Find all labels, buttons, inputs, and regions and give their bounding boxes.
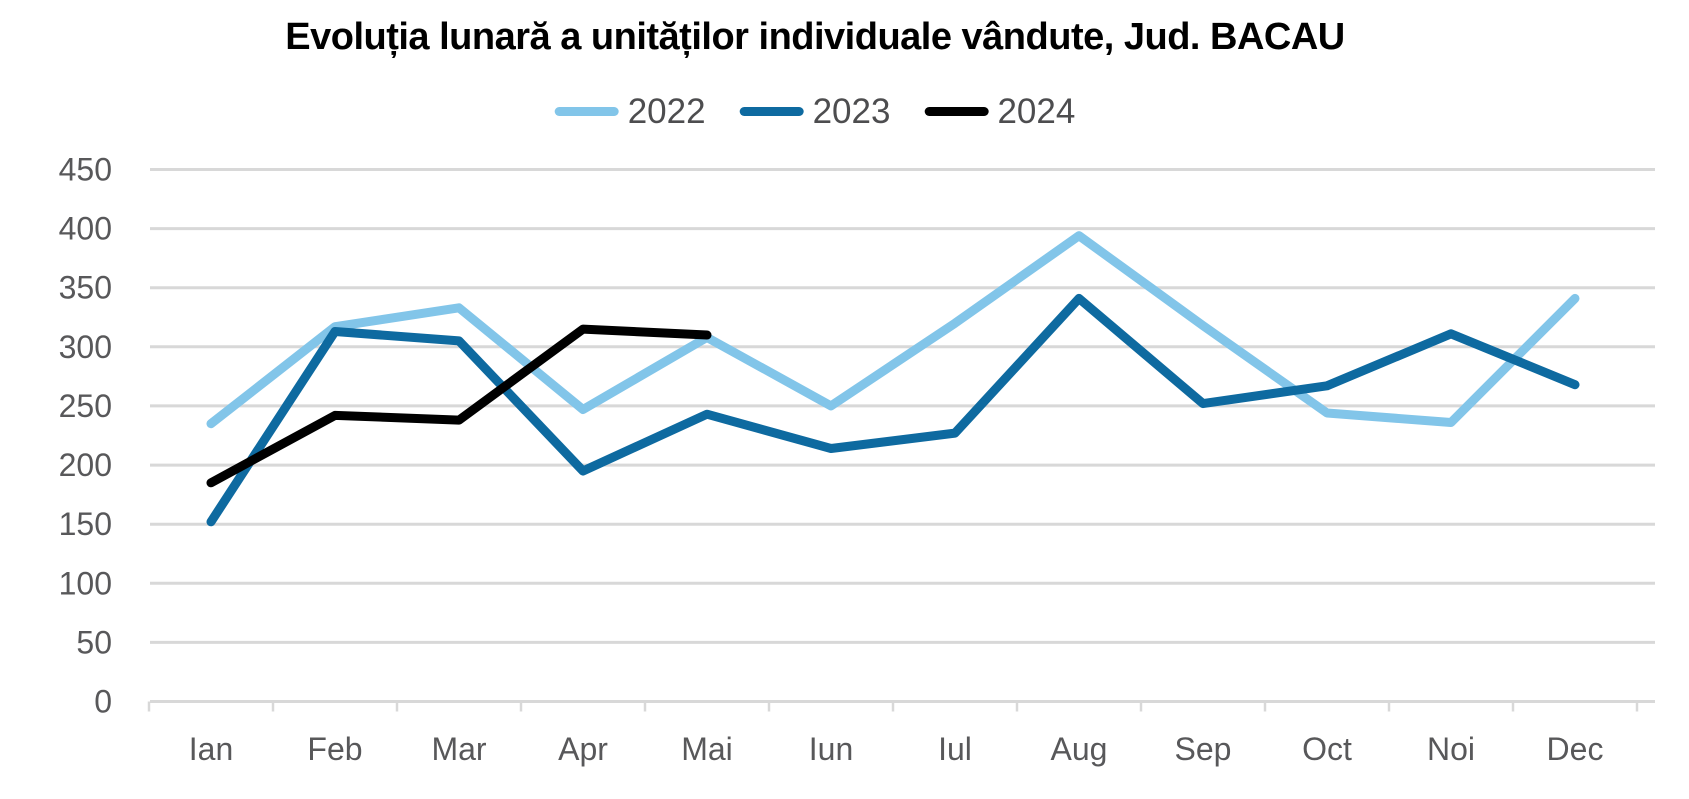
legend-label-2022: 2022 [627, 92, 706, 131]
x-axis-label-Iul: Iul [938, 731, 972, 767]
x-axis-label-Dec: Dec [1547, 731, 1604, 767]
y-axis-label-350: 350 [59, 270, 112, 306]
y-axis-label-400: 400 [59, 211, 112, 247]
legend-label-2023: 2023 [812, 92, 891, 131]
x-axis-label-Oct: Oct [1302, 731, 1352, 767]
x-axis-label-Noi: Noi [1427, 731, 1475, 767]
series-line-2022 [206, 231, 1580, 429]
x-axis-label-Aug: Aug [1051, 731, 1108, 767]
x-axis-label-Apr: Apr [558, 731, 608, 767]
x-axis-label-Ian: Ian [189, 731, 233, 767]
legend-item-2024: 2024 [924, 94, 1075, 129]
legend-label-2024: 2024 [997, 92, 1076, 131]
y-axis-label-200: 200 [59, 447, 112, 483]
chart-legend: 2022 2023 2024 [554, 92, 1075, 131]
series-line-2023 [206, 293, 1580, 527]
series-line-2024 [206, 324, 712, 488]
x-axis-label-Mai: Mai [681, 731, 733, 767]
x-axis-label-Feb: Feb [307, 731, 362, 767]
y-axis-label-250: 250 [59, 388, 112, 424]
legend-swatch-2023 [739, 107, 804, 116]
legend-item-2023: 2023 [739, 92, 891, 131]
y-axis-label-150: 150 [59, 506, 112, 542]
legend-item-2022: 2022 [554, 92, 706, 131]
chart-title: Evoluția lunară a unităților individuale… [285, 16, 1345, 58]
y-axis-label-300: 300 [59, 329, 112, 365]
y-axis-label-50: 50 [76, 624, 112, 660]
x-axis-label-Mar: Mar [431, 731, 486, 767]
y-axis-label-450: 450 [59, 152, 112, 188]
x-axis-label-Iun: Iun [809, 731, 853, 767]
legend-swatch-2024 [924, 107, 989, 116]
x-axis-label-Sep: Sep [1175, 731, 1232, 767]
y-axis-label-0: 0 [94, 684, 112, 720]
legend-swatch-2022 [554, 107, 619, 116]
y-axis-label-100: 100 [59, 565, 112, 601]
